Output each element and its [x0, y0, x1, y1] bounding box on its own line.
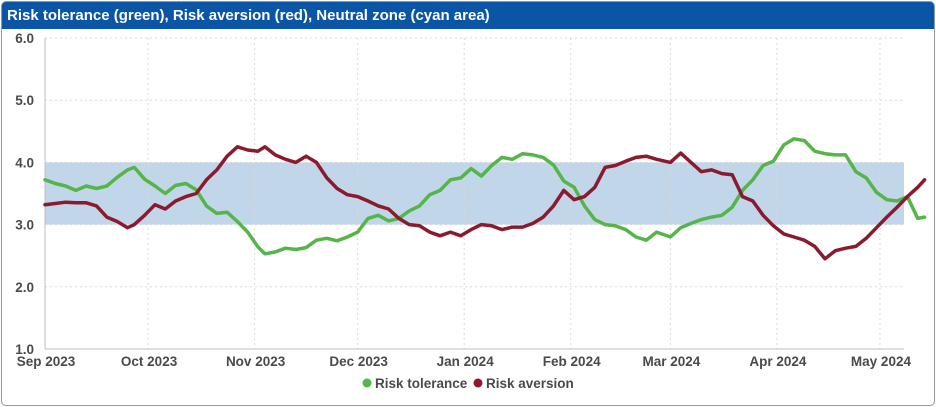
risk-aversion-legend-marker: [473, 378, 483, 388]
risk-tolerance-line: [43, 137, 927, 256]
x-tick-label: Apr 2024: [749, 354, 807, 369]
x-tick-label: Oct 2023: [121, 354, 178, 369]
y-tick-label: 2.0: [15, 280, 34, 295]
risk-tolerance-legend-marker: [362, 378, 372, 388]
risk-aversion-line: [43, 145, 927, 261]
x-tick-label: Mar 2024: [642, 354, 700, 369]
risk-aversion-legend-label: Risk aversion: [486, 376, 574, 391]
y-tick-label: 1.0: [15, 342, 34, 357]
x-tick-label: Sep 2023: [17, 354, 76, 369]
x-tick-label: Feb 2024: [543, 354, 601, 369]
chart-title: Risk tolerance (green), Risk aversion (r…: [2, 2, 934, 29]
y-tick-label: 5.0: [15, 93, 34, 108]
y-tick-label: 4.0: [15, 155, 34, 170]
risk-tolerance-legend-label: Risk tolerance: [375, 376, 468, 391]
x-tick-label: Dec 2023: [329, 354, 388, 369]
y-tick-label: 6.0: [15, 31, 34, 46]
y-tick-label: 3.0: [15, 218, 34, 233]
x-tick-label: May 2024: [851, 354, 912, 369]
x-tick-label: Nov 2023: [226, 354, 286, 369]
x-tick-label: Jan 2024: [437, 354, 495, 369]
